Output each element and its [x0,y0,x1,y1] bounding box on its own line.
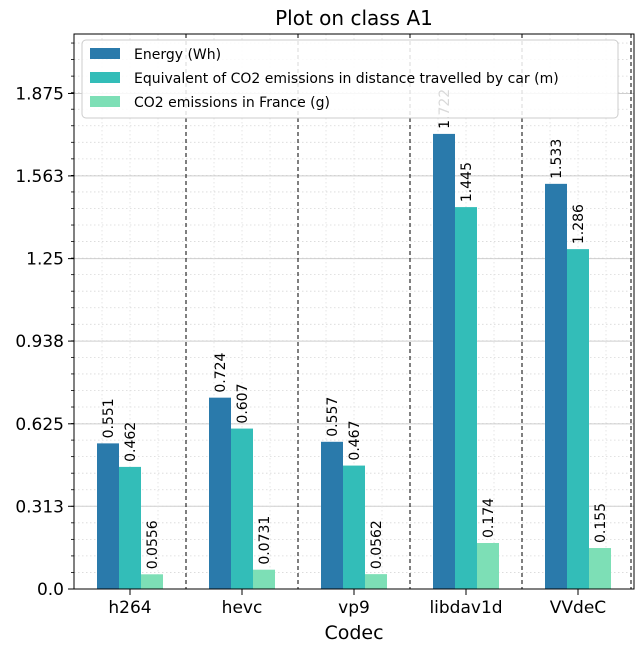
bar [231,428,253,589]
bar-value-label: 0.724 [213,352,229,392]
chart-title: Plot on class A1 [275,6,433,30]
y-tick-label: 0.938 [15,332,64,352]
legend-label: CO2 emissions in France (g) [134,95,330,111]
bar-value-label: 0.551 [101,398,117,438]
bar [365,574,387,589]
x-tick-label: VVdeC [550,598,606,618]
y-tick-label: 0.0 [37,580,64,600]
x-axis: h264 hevc vp9 libdav1d VVdeC [108,589,606,618]
bar-value-label: 0.467 [347,420,363,460]
bar [253,569,275,589]
y-tick-label: 1.563 [15,167,64,187]
y-tick-label: 0.625 [15,415,64,435]
x-tick-label: h264 [108,598,151,618]
legend-label: Equivalent of CO2 emissions in distance … [134,71,559,87]
bar [477,543,499,589]
bar-value-label: 0.155 [593,503,609,543]
bars [97,133,611,589]
category-separators [185,34,632,589]
bar-value-label: 0.462 [123,422,139,462]
y-tick-label: 0.313 [15,497,64,517]
bar [589,548,611,589]
bar-value-label: 0.0731 [257,516,273,565]
x-tick-label: libdav1d [429,598,502,618]
legend-label: Energy (Wh) [134,47,221,63]
bar-value-label: 0.607 [235,383,251,423]
bar-value-label: 0.557 [325,397,341,437]
y-axis: 0.0 0.313 0.625 0.938 1.25 1.563 1.875 [15,42,74,600]
x-tick-label: vp9 [338,598,370,618]
bar [343,465,365,589]
bar [455,207,477,589]
bar-value-label: 1.445 [459,162,475,202]
y-tick-label: 1.875 [15,84,64,104]
bar [567,249,589,589]
y-tick-label: 1.25 [26,250,64,270]
legend-swatch [90,48,120,59]
bar [119,466,141,589]
x-axis-label: Codec [324,622,383,644]
bar [433,133,455,589]
bar-value-label: 1.533 [549,139,565,179]
bar [141,574,163,589]
bar-value-label: 0.0562 [369,520,385,569]
x-tick-label: hevc [222,598,263,618]
legend-swatch [90,96,120,107]
bar [545,183,567,589]
bar [97,443,119,589]
bar [321,441,343,589]
legend-swatch [90,72,120,83]
bar-value-label: 1.286 [571,204,587,244]
bar-value-label: 0.0556 [145,520,161,569]
legend: Energy (Wh) Equivalent of CO2 emissions i… [81,39,619,119]
bar [209,397,231,589]
legend-box [81,39,619,119]
bar-value-label: 0.174 [481,498,497,538]
